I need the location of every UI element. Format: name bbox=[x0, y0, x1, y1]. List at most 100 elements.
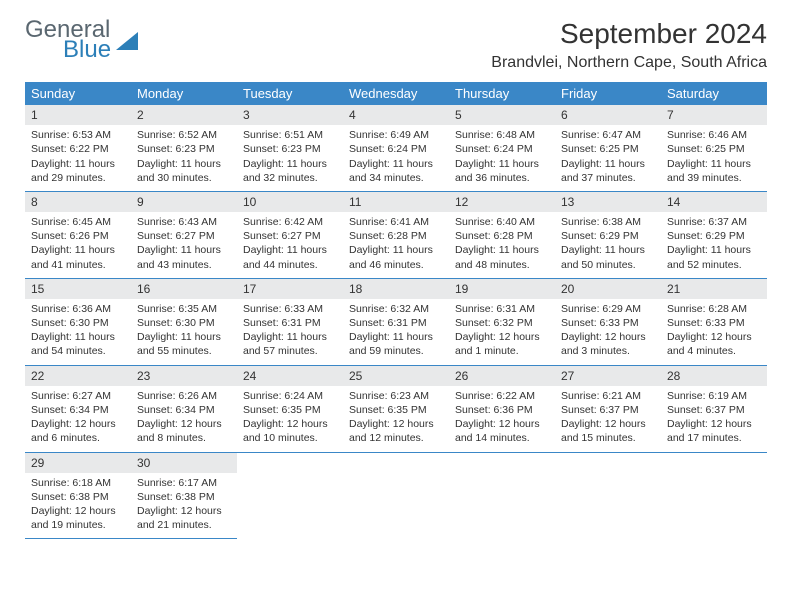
sunset-line: Sunset: 6:24 PM bbox=[349, 142, 443, 156]
day-number: 7 bbox=[661, 105, 767, 125]
day-cell: 16Sunrise: 6:35 AMSunset: 6:30 PMDayligh… bbox=[131, 278, 237, 365]
sunset-line: Sunset: 6:29 PM bbox=[667, 229, 761, 243]
day-cell: 27Sunrise: 6:21 AMSunset: 6:37 PMDayligh… bbox=[555, 365, 661, 452]
weekday-header-row: SundayMondayTuesdayWednesdayThursdayFrid… bbox=[25, 82, 767, 105]
daylight-line: Daylight: 12 hours and 6 minutes. bbox=[31, 417, 125, 445]
day-body: Sunrise: 6:41 AMSunset: 6:28 PMDaylight:… bbox=[343, 212, 449, 278]
calendar-row: 29Sunrise: 6:18 AMSunset: 6:38 PMDayligh… bbox=[25, 452, 767, 539]
day-cell: 13Sunrise: 6:38 AMSunset: 6:29 PMDayligh… bbox=[555, 191, 661, 278]
daylight-line: Daylight: 11 hours and 43 minutes. bbox=[137, 243, 231, 271]
sunset-line: Sunset: 6:28 PM bbox=[455, 229, 549, 243]
day-body: Sunrise: 6:32 AMSunset: 6:31 PMDaylight:… bbox=[343, 299, 449, 365]
day-cell: 18Sunrise: 6:32 AMSunset: 6:31 PMDayligh… bbox=[343, 278, 449, 365]
day-body: Sunrise: 6:52 AMSunset: 6:23 PMDaylight:… bbox=[131, 125, 237, 191]
daylight-line: Daylight: 11 hours and 46 minutes. bbox=[349, 243, 443, 271]
header: General Blue September 2024 Brandvlei, N… bbox=[25, 18, 767, 72]
daylight-line: Daylight: 11 hours and 30 minutes. bbox=[137, 157, 231, 185]
sunrise-line: Sunrise: 6:23 AM bbox=[349, 389, 443, 403]
day-cell: 21Sunrise: 6:28 AMSunset: 6:33 PMDayligh… bbox=[661, 278, 767, 365]
day-body: Sunrise: 6:33 AMSunset: 6:31 PMDaylight:… bbox=[237, 299, 343, 365]
day-body: Sunrise: 6:19 AMSunset: 6:37 PMDaylight:… bbox=[661, 386, 767, 452]
day-body: Sunrise: 6:22 AMSunset: 6:36 PMDaylight:… bbox=[449, 386, 555, 452]
day-body: Sunrise: 6:27 AMSunset: 6:34 PMDaylight:… bbox=[25, 386, 131, 452]
day-cell: 3Sunrise: 6:51 AMSunset: 6:23 PMDaylight… bbox=[237, 105, 343, 191]
sunset-line: Sunset: 6:25 PM bbox=[667, 142, 761, 156]
sunrise-line: Sunrise: 6:33 AM bbox=[243, 302, 337, 316]
sunset-line: Sunset: 6:24 PM bbox=[455, 142, 549, 156]
sunrise-line: Sunrise: 6:29 AM bbox=[561, 302, 655, 316]
sunrise-line: Sunrise: 6:46 AM bbox=[667, 128, 761, 142]
sunrise-line: Sunrise: 6:40 AM bbox=[455, 215, 549, 229]
sunrise-line: Sunrise: 6:31 AM bbox=[455, 302, 549, 316]
daylight-line: Daylight: 11 hours and 59 minutes. bbox=[349, 330, 443, 358]
day-body: Sunrise: 6:23 AMSunset: 6:35 PMDaylight:… bbox=[343, 386, 449, 452]
day-body: Sunrise: 6:26 AMSunset: 6:34 PMDaylight:… bbox=[131, 386, 237, 452]
day-cell: 28Sunrise: 6:19 AMSunset: 6:37 PMDayligh… bbox=[661, 365, 767, 452]
day-number: 19 bbox=[449, 279, 555, 299]
sunrise-line: Sunrise: 6:53 AM bbox=[31, 128, 125, 142]
sunset-line: Sunset: 6:22 PM bbox=[31, 142, 125, 156]
day-number: 12 bbox=[449, 192, 555, 212]
day-body: Sunrise: 6:38 AMSunset: 6:29 PMDaylight:… bbox=[555, 212, 661, 278]
day-cell: 25Sunrise: 6:23 AMSunset: 6:35 PMDayligh… bbox=[343, 365, 449, 452]
day-cell: 9Sunrise: 6:43 AMSunset: 6:27 PMDaylight… bbox=[131, 191, 237, 278]
day-number: 17 bbox=[237, 279, 343, 299]
day-number: 28 bbox=[661, 366, 767, 386]
sunrise-line: Sunrise: 6:24 AM bbox=[243, 389, 337, 403]
day-body: Sunrise: 6:17 AMSunset: 6:38 PMDaylight:… bbox=[131, 473, 237, 539]
logo: General Blue bbox=[25, 18, 140, 62]
day-body: Sunrise: 6:21 AMSunset: 6:37 PMDaylight:… bbox=[555, 386, 661, 452]
sunset-line: Sunset: 6:23 PM bbox=[137, 142, 231, 156]
empty-cell bbox=[449, 452, 555, 539]
sunset-line: Sunset: 6:31 PM bbox=[243, 316, 337, 330]
daylight-line: Daylight: 11 hours and 34 minutes. bbox=[349, 157, 443, 185]
day-number: 29 bbox=[25, 453, 131, 473]
empty-cell bbox=[237, 452, 343, 539]
sunrise-line: Sunrise: 6:27 AM bbox=[31, 389, 125, 403]
day-number: 1 bbox=[25, 105, 131, 125]
daylight-line: Daylight: 11 hours and 48 minutes. bbox=[455, 243, 549, 271]
day-cell: 20Sunrise: 6:29 AMSunset: 6:33 PMDayligh… bbox=[555, 278, 661, 365]
day-body: Sunrise: 6:42 AMSunset: 6:27 PMDaylight:… bbox=[237, 212, 343, 278]
day-body: Sunrise: 6:35 AMSunset: 6:30 PMDaylight:… bbox=[131, 299, 237, 365]
daylight-line: Daylight: 11 hours and 50 minutes. bbox=[561, 243, 655, 271]
sunrise-line: Sunrise: 6:17 AM bbox=[137, 476, 231, 490]
day-body: Sunrise: 6:51 AMSunset: 6:23 PMDaylight:… bbox=[237, 125, 343, 191]
weekday-header: Sunday bbox=[25, 82, 131, 105]
weekday-header: Monday bbox=[131, 82, 237, 105]
day-number: 10 bbox=[237, 192, 343, 212]
sunrise-line: Sunrise: 6:36 AM bbox=[31, 302, 125, 316]
day-cell: 1Sunrise: 6:53 AMSunset: 6:22 PMDaylight… bbox=[25, 105, 131, 191]
daylight-line: Daylight: 12 hours and 15 minutes. bbox=[561, 417, 655, 445]
day-number: 23 bbox=[131, 366, 237, 386]
day-body: Sunrise: 6:18 AMSunset: 6:38 PMDaylight:… bbox=[25, 473, 131, 539]
sunset-line: Sunset: 6:26 PM bbox=[31, 229, 125, 243]
sunset-line: Sunset: 6:37 PM bbox=[561, 403, 655, 417]
daylight-line: Daylight: 11 hours and 41 minutes. bbox=[31, 243, 125, 271]
sunset-line: Sunset: 6:35 PM bbox=[349, 403, 443, 417]
sunset-line: Sunset: 6:37 PM bbox=[667, 403, 761, 417]
sunrise-line: Sunrise: 6:21 AM bbox=[561, 389, 655, 403]
day-cell: 15Sunrise: 6:36 AMSunset: 6:30 PMDayligh… bbox=[25, 278, 131, 365]
weekday-header: Tuesday bbox=[237, 82, 343, 105]
weekday-header: Saturday bbox=[661, 82, 767, 105]
day-body: Sunrise: 6:46 AMSunset: 6:25 PMDaylight:… bbox=[661, 125, 767, 191]
day-cell: 8Sunrise: 6:45 AMSunset: 6:26 PMDaylight… bbox=[25, 191, 131, 278]
day-number: 25 bbox=[343, 366, 449, 386]
day-body: Sunrise: 6:31 AMSunset: 6:32 PMDaylight:… bbox=[449, 299, 555, 365]
sunset-line: Sunset: 6:34 PM bbox=[137, 403, 231, 417]
day-cell: 4Sunrise: 6:49 AMSunset: 6:24 PMDaylight… bbox=[343, 105, 449, 191]
day-cell: 6Sunrise: 6:47 AMSunset: 6:25 PMDaylight… bbox=[555, 105, 661, 191]
day-number: 11 bbox=[343, 192, 449, 212]
day-number: 26 bbox=[449, 366, 555, 386]
day-body: Sunrise: 6:43 AMSunset: 6:27 PMDaylight:… bbox=[131, 212, 237, 278]
daylight-line: Daylight: 12 hours and 4 minutes. bbox=[667, 330, 761, 358]
day-number: 21 bbox=[661, 279, 767, 299]
day-body: Sunrise: 6:28 AMSunset: 6:33 PMDaylight:… bbox=[661, 299, 767, 365]
day-number: 2 bbox=[131, 105, 237, 125]
sunrise-line: Sunrise: 6:47 AM bbox=[561, 128, 655, 142]
sunrise-line: Sunrise: 6:48 AM bbox=[455, 128, 549, 142]
day-cell: 19Sunrise: 6:31 AMSunset: 6:32 PMDayligh… bbox=[449, 278, 555, 365]
day-body: Sunrise: 6:47 AMSunset: 6:25 PMDaylight:… bbox=[555, 125, 661, 191]
sunrise-line: Sunrise: 6:35 AM bbox=[137, 302, 231, 316]
